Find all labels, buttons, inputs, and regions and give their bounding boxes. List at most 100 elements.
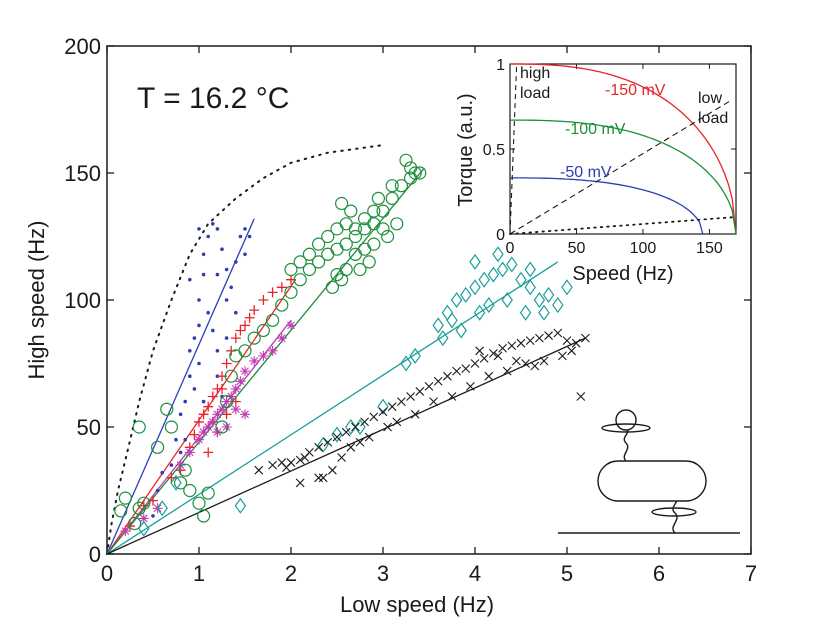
marker-green-circle [114, 504, 128, 518]
marker-magenta-asterisk [221, 422, 232, 432]
marker-black-cross [369, 412, 379, 422]
marker-green-circle [302, 247, 316, 261]
marker-blue-dot [224, 298, 229, 302]
marker-green-circle [197, 509, 211, 523]
marker-green-circle [376, 204, 390, 218]
marker-blue-dot [201, 399, 206, 404]
hook-squiggle-upper [623, 427, 629, 462]
marker-black-cross [581, 333, 590, 343]
inset-x-tick-label: 150 [696, 240, 723, 257]
marker-green-circle [381, 229, 395, 244]
marker-green-circle [376, 222, 390, 236]
marker-teal-diamond [437, 330, 449, 347]
dotted-load-line [509, 216, 737, 235]
marker-magenta-asterisk [194, 434, 204, 445]
marker-green-circle [371, 191, 385, 205]
marker-blue-dot [197, 227, 201, 231]
marker-teal-diamond [483, 297, 495, 314]
marker-blue-dot [188, 374, 192, 379]
marker-teal-diamond [317, 436, 329, 453]
marker-green-circle [335, 273, 349, 287]
marker-red-plus [226, 345, 237, 356]
marker-red-plus [125, 521, 135, 532]
inset-x-axis-title: Speed (Hz) [572, 263, 673, 285]
marker-black-cross [397, 397, 406, 406]
marker-green-circle [358, 212, 372, 226]
x-tick-label: 7 [745, 561, 757, 586]
marker-black-cross [424, 381, 434, 391]
marker-blue-dot [188, 277, 192, 282]
marker-black-cross [484, 371, 494, 381]
marker-red-plus [189, 429, 200, 440]
bead [615, 409, 637, 431]
marker-green-circle [174, 476, 188, 490]
marker-magenta-asterisk [207, 416, 218, 427]
marker-red-plus [207, 391, 218, 402]
marker-black-cross [443, 371, 452, 381]
marker-black-cross [328, 465, 337, 475]
marker-black-cross [535, 333, 544, 343]
marker-black-cross [493, 351, 503, 361]
series-label-150mv: -150 mV [605, 82, 666, 99]
marker-green-circle [325, 280, 339, 294]
marker-teal-diamond [524, 279, 536, 296]
x-tick-label: 6 [653, 561, 665, 586]
inset-x-tick-label: 100 [630, 240, 657, 257]
marker-green-circle [408, 166, 422, 180]
marker-black-cross [433, 376, 443, 386]
marker-blue-dot [183, 437, 187, 442]
marker-magenta-asterisk [221, 396, 232, 407]
marker-green-circle [284, 262, 298, 277]
marker-green-circle [128, 516, 142, 531]
marker-magenta-asterisk [175, 460, 186, 471]
inset-y-tick-label: 0.5 [483, 142, 505, 159]
marker-green-circle [293, 273, 307, 287]
marker-black-cross [254, 465, 264, 475]
marker-green-circle [385, 191, 399, 205]
marker-teal-diamond [331, 426, 343, 443]
marker-blue-dot [192, 387, 197, 391]
marker-black-cross [295, 455, 305, 465]
motor-schematic-icon [558, 409, 740, 534]
marker-black-cross [530, 361, 540, 371]
fit-line-red [106, 279, 297, 555]
marker-black-cross [351, 422, 360, 432]
marker-black-cross [355, 437, 365, 447]
marker-green-circle [302, 262, 316, 277]
marker-magenta-asterisk [230, 404, 241, 415]
marker-teal-diamond [450, 291, 463, 309]
marker-black-cross [314, 473, 323, 483]
marker-black-cross [383, 422, 392, 432]
marker-black-cross [406, 392, 415, 401]
marker-blue-dot [215, 272, 220, 277]
marker-black-cross [346, 442, 356, 452]
marker-magenta-asterisk [240, 366, 250, 377]
dotted-curve [106, 144, 384, 555]
y-tick-label: 50 [77, 415, 101, 440]
marker-blue-dot [243, 252, 247, 257]
marker-black-cross [571, 338, 581, 348]
marker-black-cross [539, 356, 549, 366]
marker-green-circle [137, 496, 151, 510]
marker-red-plus [235, 325, 246, 336]
marker-green-circle [160, 402, 174, 416]
marker-black-cross [341, 427, 351, 437]
marker-green-circle [275, 298, 289, 312]
cell-body [597, 460, 707, 502]
inset-y-axis-title: Torque (a.u.) [455, 93, 477, 206]
marker-green-circle [293, 255, 307, 269]
marker-magenta-asterisk [120, 526, 131, 537]
marker-green-circle [312, 255, 326, 269]
marker-black-cross [268, 460, 277, 470]
marker-black-cross [466, 381, 475, 391]
marker-black-cross [282, 463, 291, 473]
marker-black-cross [410, 409, 420, 419]
marker-green-circle [238, 344, 252, 358]
inset-x-tick-label: 50 [568, 240, 586, 257]
marker-red-plus [203, 401, 214, 412]
marker-teal-diamond [400, 355, 412, 372]
inset-y-tick-label: 1 [496, 57, 505, 74]
